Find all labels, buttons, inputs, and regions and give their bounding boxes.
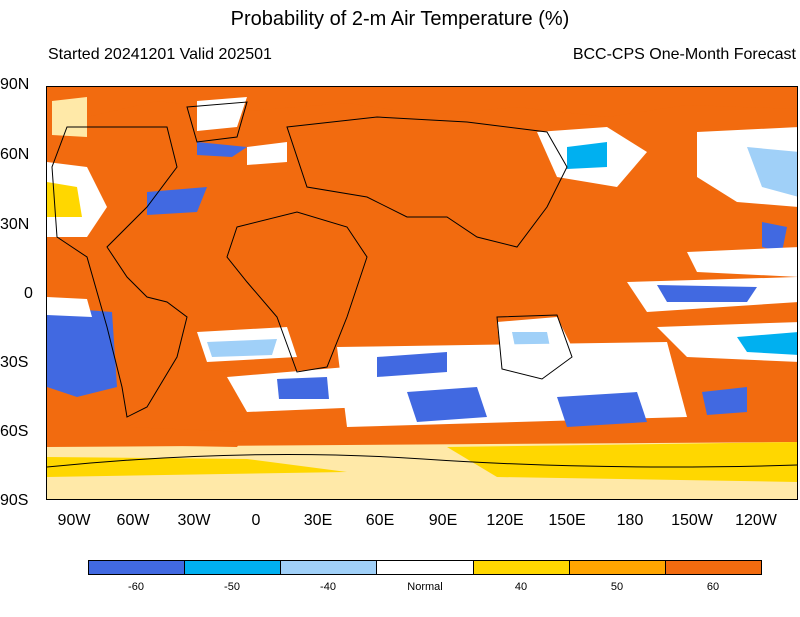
labrador-cold (197, 142, 247, 157)
trop-pacific-normal-1 (687, 247, 797, 277)
southern-warm (127, 427, 247, 447)
colorbar-segment-3 (377, 561, 474, 574)
colorbar-label-60: 60 (706, 581, 720, 593)
coastlines (47, 101, 797, 468)
lon-label-90w: 90W (57, 512, 91, 529)
colorbar-segment-2 (281, 561, 378, 574)
colorbar-label-neg50: -50 (224, 581, 240, 593)
forecast-map (46, 86, 798, 500)
west-us-40 (747, 147, 797, 197)
se-pacific-normal (47, 297, 92, 317)
lon-label-120w: 120W (735, 512, 777, 529)
lat-label-30s: 30S (0, 354, 29, 371)
colorbar-segment-5 (569, 561, 666, 574)
s-atlantic-40 (207, 339, 277, 357)
map-canvas (47, 87, 797, 499)
s-indian-cold (407, 387, 487, 422)
lat-label-60s: 60S (0, 423, 29, 440)
colorbar-label-neg40: -40 (320, 581, 336, 593)
lon-label-30e: 30E (303, 512, 333, 529)
lat-label-60n: 60N (0, 146, 30, 163)
antarctic-40 (47, 457, 347, 477)
colorbar-label-neg60: -60 (128, 581, 144, 593)
lon-label-150w: 150W (671, 512, 713, 529)
lon-label-120e: 120E (486, 512, 524, 529)
arctic-canada-40 (52, 97, 87, 137)
colorbar-label-40: 40 (514, 581, 528, 593)
ne-pacific-blue (567, 142, 607, 169)
colorbar-segment-4 (473, 561, 570, 574)
lon-label-0: 0 (251, 512, 261, 529)
colorbar-segment-0 (89, 561, 186, 574)
s-tasman-cold (557, 392, 647, 427)
lon-label-180: 180 (616, 512, 644, 529)
lat-label-eq: 0 (24, 285, 33, 302)
colorbar-label-50: 50 (610, 581, 624, 593)
n-atlantic-normal (247, 142, 287, 165)
map-title: Probability of 2-m Air Temperature (%) (230, 8, 570, 30)
antarctic-40-east (447, 442, 797, 482)
trop-pacific-cold (657, 285, 757, 302)
n-atlantic-cold (147, 187, 207, 215)
colorbar-segment-6 (665, 561, 761, 574)
lon-label-30w: 30W (177, 512, 211, 529)
lon-label-60e: 60E (365, 512, 395, 529)
lon-label-90e: 90E (428, 512, 458, 529)
s-indian-cold-2 (377, 352, 447, 377)
lat-label-30n: 30N (0, 216, 30, 233)
e-pacific-cold (762, 222, 787, 252)
lat-label-90n: 90N (0, 76, 30, 93)
lon-label-60w: 60W (116, 512, 150, 529)
colorbar (88, 560, 762, 575)
s-pacific-blue (737, 332, 797, 355)
se-pacific-cold (47, 307, 117, 397)
na-west-40 (47, 182, 82, 217)
model-name: BCC-CPS One-Month Forecast (572, 46, 796, 63)
s-pacific-cold-2 (702, 387, 747, 415)
forecast-dates: Started 20241201 Valid 202501 (48, 46, 272, 63)
colorbar-label-normal: Normal (407, 581, 443, 593)
lat-label-90s: 90S (0, 492, 29, 509)
s-atlantic-cold (277, 377, 329, 399)
lon-label-150e: 150E (548, 512, 586, 529)
colorbar-segment-1 (185, 561, 282, 574)
